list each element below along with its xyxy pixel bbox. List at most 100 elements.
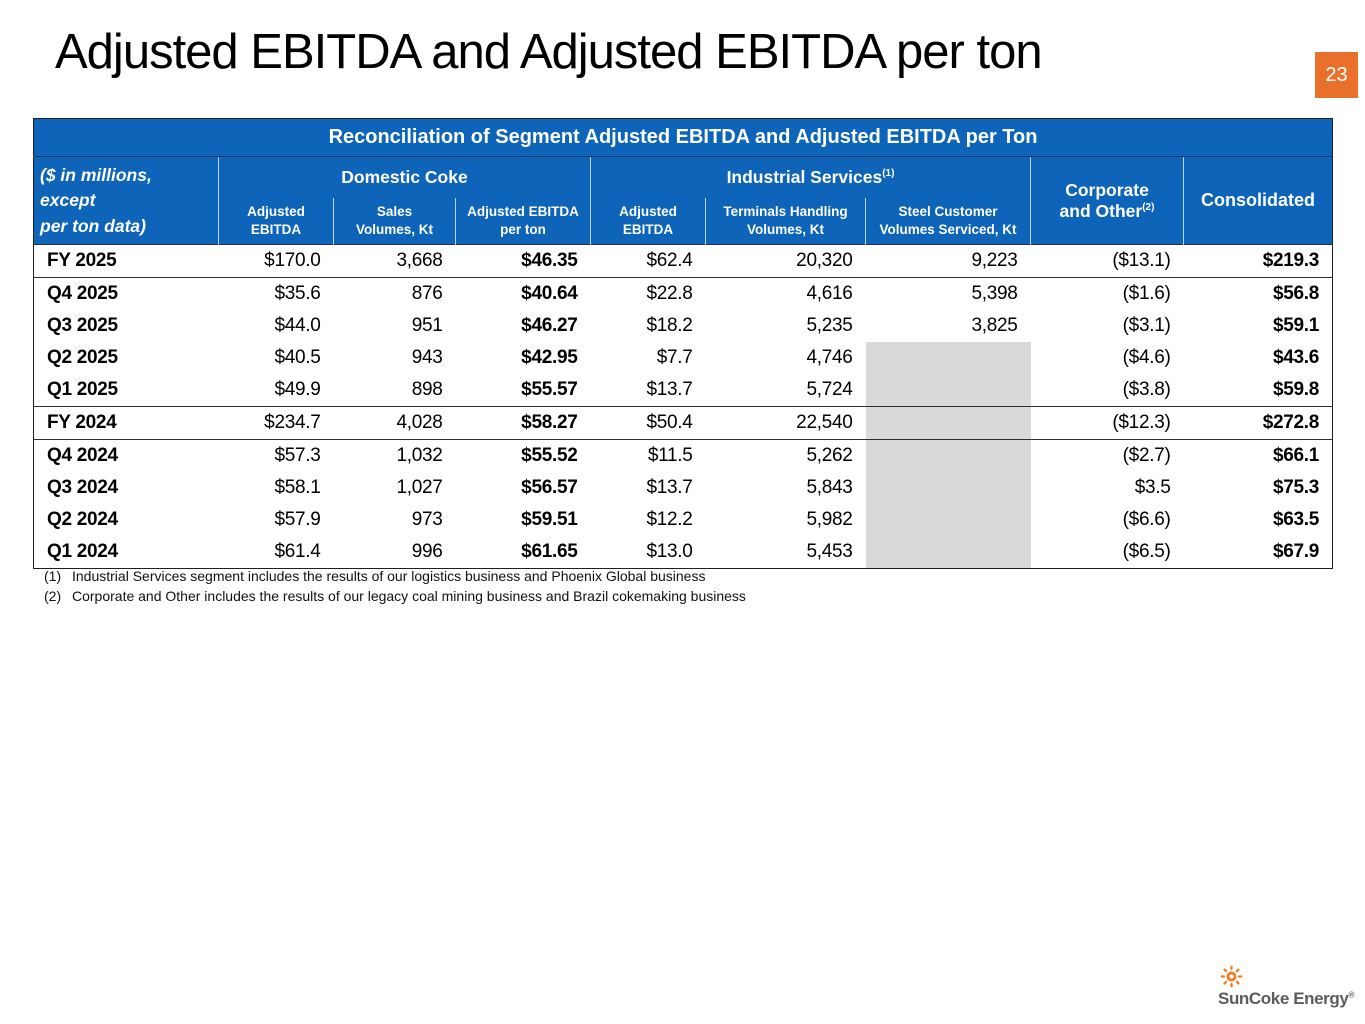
table-row: Q1 2025 $49.9 898 $55.57 $13.7 5,724 ($3.8) $59… xyxy=(33,374,1333,407)
table-cell: $234.7 xyxy=(218,406,334,440)
table-cell: $12.2 xyxy=(590,504,706,536)
table-cell: 5,724 xyxy=(705,374,866,407)
page-number-badge: 23 xyxy=(1315,52,1358,98)
table-cell: 1,032 xyxy=(333,439,456,472)
reconciliation-table: Reconciliation of Segment Adjusted EBITD… xyxy=(33,118,1334,569)
table-cell: $219.3 xyxy=(1183,244,1333,278)
row-label: Q2 2024 xyxy=(33,504,219,536)
table-cell: 5,453 xyxy=(705,536,866,569)
table-cell: 3,668 xyxy=(333,244,456,278)
table-cell: 4,616 xyxy=(705,277,866,310)
footnote-1: (1) Industrial Services segment includes… xyxy=(44,568,706,584)
table-cell: $62.4 xyxy=(590,244,706,278)
table-cell: 5,982 xyxy=(705,504,866,536)
table-cell: $58.1 xyxy=(218,472,334,504)
group-header-domestic-coke: Domestic Coke xyxy=(218,156,591,198)
table-cell: 951 xyxy=(333,310,456,342)
table-cell: $22.8 xyxy=(590,277,706,310)
table-cell: $18.2 xyxy=(590,310,706,342)
sun-icon xyxy=(1220,965,1243,988)
table-title: Reconciliation of Segment Adjusted EBITD… xyxy=(33,118,1333,157)
footnotes: (1) Industrial Services segment includes… xyxy=(44,566,746,606)
table-cell: $13.7 xyxy=(590,374,706,407)
table-cell: ($6.6) xyxy=(1030,504,1184,536)
table-cell: $59.51 xyxy=(455,504,591,536)
table-cell: $46.35 xyxy=(455,244,591,278)
table-cell xyxy=(865,439,1031,472)
table-row: Q2 2025 $40.5 943 $42.95 $7.7 4,746 ($4.6) $43.… xyxy=(33,342,1333,374)
table-cell: $11.5 xyxy=(590,439,706,472)
table-cell: $42.95 xyxy=(455,342,591,374)
table-row: FY 2025 $170.0 3,668 $46.35 $62.4 20,320 9,223… xyxy=(33,244,1333,278)
table-cell xyxy=(865,504,1031,536)
suncoke-energy-logo: SunCoke Energy® xyxy=(1218,965,1358,1009)
table-cell: 5,262 xyxy=(705,439,866,472)
table-row: Q2 2024 $57.9 973 $59.51 $12.2 5,982 ($6.6) $63… xyxy=(33,504,1333,536)
table-cell: $63.5 xyxy=(1183,504,1333,536)
table-cell: $13.0 xyxy=(590,536,706,569)
column-header-dc-adjusted-ebitda: Adjusted EBITDA xyxy=(218,198,334,245)
table-cell: $57.3 xyxy=(218,439,334,472)
table-cell: ($6.5) xyxy=(1030,536,1184,569)
row-label: Q3 2025 xyxy=(33,310,219,342)
table-cell xyxy=(865,536,1031,569)
table-cell: 876 xyxy=(333,277,456,310)
table-cell: $49.9 xyxy=(218,374,334,407)
table-cell: 4,028 xyxy=(333,406,456,440)
footnote-ref-2: (2) xyxy=(1142,201,1155,213)
table-cell: 898 xyxy=(333,374,456,407)
table-cell xyxy=(865,406,1031,440)
table-cell: 5,843 xyxy=(705,472,866,504)
footnote-ref-1: (1) xyxy=(882,168,895,180)
table-cell xyxy=(865,472,1031,504)
corner-units-label: ($ in millions, except per ton data) xyxy=(33,156,219,245)
table-cell: $13.7 xyxy=(590,472,706,504)
row-label: Q2 2025 xyxy=(33,342,219,374)
table-row: FY 2024 $234.7 4,028 $58.27 $50.4 22,540 ($12.… xyxy=(33,406,1333,440)
table-cell: $61.65 xyxy=(455,536,591,569)
table-cell: ($1.6) xyxy=(1030,277,1184,310)
row-label: Q1 2024 xyxy=(33,536,219,569)
table-cell: 996 xyxy=(333,536,456,569)
column-header-is-terminals-volumes: Terminals Handling Volumes, Kt xyxy=(705,198,866,245)
table-cell: 943 xyxy=(333,342,456,374)
row-label: Q4 2024 xyxy=(33,439,219,472)
table-cell: $170.0 xyxy=(218,244,334,278)
table-cell: $43.6 xyxy=(1183,342,1333,374)
page-title: Adjusted EBITDA and Adjusted EBITDA per … xyxy=(55,25,1043,79)
footnote-2: (2) Corporate and Other includes the res… xyxy=(44,588,746,604)
table-cell: $50.4 xyxy=(590,406,706,440)
reconciliation-table-wrap: Reconciliation of Segment Adjusted EBITD… xyxy=(33,118,1334,569)
table-cell: 3,825 xyxy=(865,310,1031,342)
row-label: Q3 2024 xyxy=(33,472,219,504)
table-cell: $55.52 xyxy=(455,439,591,472)
column-header-consolidated: Consolidated xyxy=(1182,156,1333,245)
table-cell: $7.7 xyxy=(590,342,706,374)
table-row: Q1 2024 $61.4 996 $61.65 $13.0 5,453 ($6.5) $67… xyxy=(33,536,1333,569)
row-label: FY 2024 xyxy=(33,406,219,440)
table-cell: ($2.7) xyxy=(1030,439,1184,472)
table-cell: 4,746 xyxy=(705,342,866,374)
table-cell: $57.9 xyxy=(218,504,334,536)
table-cell: 22,540 xyxy=(705,406,866,440)
column-header-is-adjusted-ebitda: Adjusted EBITDA xyxy=(590,198,706,245)
table-cell: $35.6 xyxy=(218,277,334,310)
table-cell: ($12.3) xyxy=(1030,406,1184,440)
table-cell xyxy=(865,342,1031,374)
column-header-dc-ebitda-per-ton: Adjusted EBITDA per ton xyxy=(455,198,591,245)
table-cell: $46.27 xyxy=(455,310,591,342)
table-cell: $59.1 xyxy=(1183,310,1333,342)
table-cell: $40.5 xyxy=(218,342,334,374)
table-cell: ($4.6) xyxy=(1030,342,1184,374)
table-cell: $61.4 xyxy=(218,536,334,569)
table-row: Q4 2025 $35.6 876 $40.64 $22.8 4,616 5,398 ($1.… xyxy=(33,277,1333,310)
table-cell: $56.57 xyxy=(455,472,591,504)
table-cell: 20,320 xyxy=(705,244,866,278)
table-cell: $56.8 xyxy=(1183,277,1333,310)
row-label: Q1 2025 xyxy=(33,374,219,407)
table-row: Q3 2024 $58.1 1,027 $56.57 $13.7 5,843 $3.5 $75… xyxy=(33,472,1333,504)
table-cell: $59.8 xyxy=(1183,374,1333,407)
table-cell: 5,235 xyxy=(705,310,866,342)
table-row: Q4 2024 $57.3 1,032 $55.52 $11.5 5,262 ($2.7) $… xyxy=(33,439,1333,472)
